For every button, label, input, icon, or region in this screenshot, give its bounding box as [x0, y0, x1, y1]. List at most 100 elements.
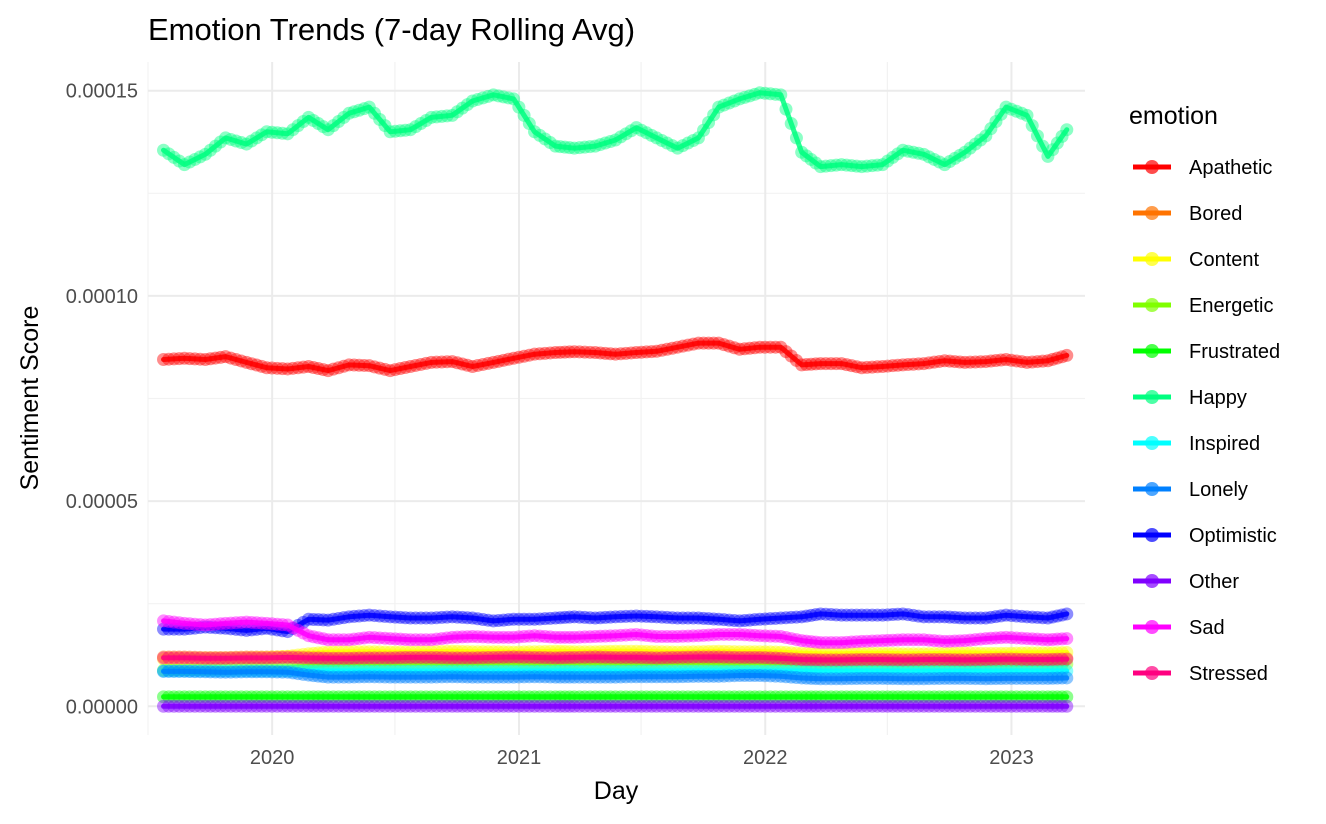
- data-point: [968, 664, 982, 678]
- data-point: [697, 690, 711, 704]
- data-point: [974, 611, 988, 625]
- data-point: [450, 664, 464, 678]
- data-point: [850, 671, 864, 685]
- data-point: [912, 647, 926, 661]
- data-point: [229, 616, 243, 630]
- data-point: [1020, 108, 1034, 122]
- data-point: [1015, 699, 1029, 713]
- data-point: [476, 357, 490, 371]
- data-point: [383, 664, 397, 678]
- data-point: [1055, 608, 1069, 622]
- data-point: [583, 630, 597, 644]
- data-point: [198, 147, 212, 161]
- data-point: [1041, 699, 1055, 713]
- data-point: [881, 690, 895, 704]
- data-point: [553, 611, 567, 625]
- data-point: [758, 612, 772, 626]
- data-point: [573, 664, 587, 678]
- data-point: [733, 690, 747, 704]
- data-point: [834, 699, 848, 713]
- data-point: [214, 699, 228, 713]
- data-point: [378, 631, 392, 645]
- data-point: [624, 644, 638, 658]
- data-point: [763, 340, 777, 354]
- data-point: [275, 699, 289, 713]
- data-point: [450, 699, 464, 713]
- data-point: [502, 670, 516, 684]
- data-point: [578, 630, 592, 644]
- data-point: [645, 128, 659, 142]
- data-point: [296, 615, 310, 629]
- data-point: [702, 690, 716, 704]
- data-point: [543, 136, 557, 150]
- data-point: [250, 358, 264, 372]
- data-point: [614, 628, 628, 642]
- data-point: [938, 671, 952, 685]
- data-point: [593, 138, 607, 152]
- data-point: [814, 690, 828, 704]
- data-point: [1060, 123, 1074, 137]
- legend-label: Energetic: [1189, 295, 1274, 317]
- data-point: [367, 360, 381, 374]
- data-point: [645, 345, 659, 359]
- series-line: [161, 90, 1070, 170]
- data-point: [989, 646, 1003, 660]
- data-point: [270, 126, 284, 140]
- data-point: [528, 347, 542, 361]
- data-point: [795, 664, 809, 678]
- series-other: [157, 699, 1074, 713]
- y-tick-label: 0.00010: [66, 286, 138, 308]
- data-point: [789, 353, 803, 367]
- data-point: [281, 362, 295, 376]
- data-point: [896, 143, 910, 157]
- data-point: [497, 690, 511, 704]
- data-point: [665, 630, 679, 644]
- data-point: [219, 616, 233, 630]
- data-point: [430, 110, 444, 124]
- data-point: [906, 672, 920, 686]
- data-point: [870, 664, 884, 678]
- series-happy: [157, 86, 1074, 174]
- data-point: [239, 137, 253, 151]
- data-point: [1041, 646, 1055, 660]
- data-point: [491, 699, 505, 713]
- data-point: [850, 646, 864, 660]
- data-point: [352, 103, 366, 117]
- data-point: [984, 354, 998, 368]
- data-point: [172, 699, 186, 713]
- data-point: [697, 656, 711, 670]
- data-point: [860, 646, 874, 660]
- data-point: [779, 670, 793, 684]
- data-point: [522, 348, 536, 362]
- data-point: [665, 699, 679, 713]
- data-point: [614, 610, 628, 624]
- data-point: [598, 656, 612, 670]
- grid: [147, 62, 1085, 735]
- data-point: [932, 671, 946, 685]
- legend-title: emotion: [1129, 102, 1218, 130]
- data-point: [177, 158, 191, 172]
- data-point: [528, 670, 542, 684]
- data-point: [968, 611, 982, 625]
- data-point: [963, 699, 977, 713]
- data-point: [686, 337, 700, 351]
- data-point: [686, 133, 700, 147]
- data-point: [634, 644, 648, 658]
- data-point: [198, 353, 212, 367]
- data-point: [357, 664, 371, 678]
- data-point: [1030, 646, 1044, 660]
- legend-key-point: [1145, 390, 1159, 404]
- data-point: [932, 699, 946, 713]
- data-point: [979, 646, 993, 660]
- data-point: [393, 670, 407, 684]
- data-point: [660, 670, 674, 684]
- data-point: [326, 119, 340, 133]
- data-point: [465, 670, 479, 684]
- series-line: [161, 618, 1070, 646]
- data-point: [943, 664, 957, 678]
- data-point: [840, 664, 854, 678]
- data-point: [922, 672, 936, 686]
- data-point: [943, 646, 957, 660]
- data-point: [208, 617, 222, 631]
- data-point: [543, 346, 557, 360]
